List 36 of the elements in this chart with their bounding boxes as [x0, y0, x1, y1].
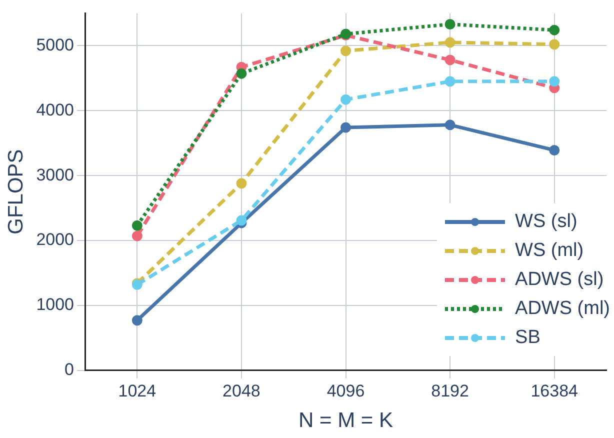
y-tick-label: 2000: [36, 230, 74, 250]
point: [132, 315, 142, 326]
x-tick-label: 1024: [118, 381, 156, 400]
y-tick-label: 5000: [36, 35, 74, 54]
point: [340, 46, 352, 56]
point: [444, 18, 456, 30]
legend-label: ADWS (ml): [515, 298, 610, 320]
point: [549, 144, 560, 156]
y-tick-label: 3000: [36, 165, 74, 184]
y-tick-label: 4000: [36, 100, 74, 120]
point: [549, 76, 560, 87]
point: [132, 230, 142, 242]
point: [236, 68, 247, 79]
x-axis-title: N = M = K: [298, 409, 394, 432]
y-tick-label: 1000: [36, 295, 74, 314]
point: [444, 54, 456, 66]
x-tick-label: 4096: [326, 381, 365, 400]
x-tick-label: 8192: [431, 381, 469, 400]
legend-label: WS (sl): [515, 210, 578, 232]
legend-label: WS (ml): [515, 240, 584, 262]
y-axis-title: GFLOPS: [4, 149, 28, 234]
point: [340, 94, 352, 105]
point: [132, 220, 142, 231]
legend-label: ADWS (sl): [515, 268, 604, 290]
legend-label: SB: [515, 326, 540, 348]
y-tick-label: 0: [64, 360, 74, 380]
point: [236, 215, 247, 226]
point: [444, 37, 456, 48]
point: [549, 39, 560, 50]
x-tick-label: 2048: [222, 381, 260, 400]
point: [444, 120, 456, 130]
point: [444, 76, 456, 87]
point: [340, 122, 352, 133]
x-tick-label: 16384: [530, 381, 578, 400]
point: [236, 178, 247, 189]
point: [549, 24, 560, 36]
